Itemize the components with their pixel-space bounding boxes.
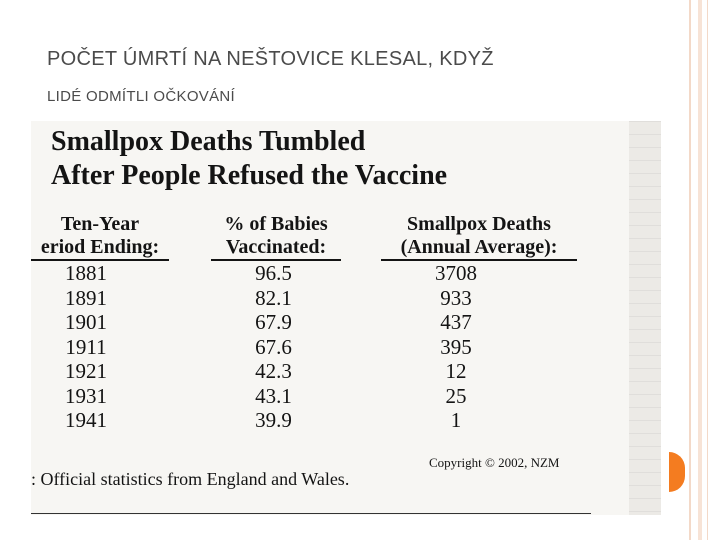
cell-vaccinated: 42.3	[255, 359, 292, 383]
table-row: 1921 42.3 12	[31, 359, 629, 384]
cell-year: 1881	[65, 261, 107, 285]
document-title: Smallpox Deaths Tumbled After People Ref…	[51, 125, 447, 193]
column-header-line: Smallpox Deaths	[407, 213, 551, 235]
cell-deaths: 1	[450, 408, 462, 432]
divider	[31, 513, 591, 514]
cell-vaccinated: 82.1	[255, 285, 292, 310]
cell-deaths: 12	[445, 359, 467, 383]
slide-title: Počet úmrtí na neštovice klesal, když li…	[47, 40, 647, 116]
column-header-line: Ten-Year	[60, 213, 140, 235]
cell-deaths: 437	[440, 310, 472, 334]
cell-deaths: 933	[440, 285, 472, 310]
scanned-document: Smallpox Deaths Tumbled After People Ref…	[31, 121, 661, 515]
document-title-line2: After People Refused the Vaccine	[51, 160, 448, 191]
table-row: 1891 82.1 933	[31, 286, 629, 311]
table-body: 1881 96.5 3708 1891 82.1 933 1901 67.9 4…	[31, 261, 629, 433]
column-header-deaths: Smallpox Deaths (Annual Average):	[381, 213, 577, 261]
table-row: 1941 39.9 1	[31, 408, 629, 433]
scan-paper: Smallpox Deaths Tumbled After People Ref…	[31, 121, 629, 515]
column-header-vaccinated: % of Babies Vaccinated:	[211, 213, 341, 261]
accent-tab	[669, 452, 685, 492]
cell-deaths: 3708	[435, 261, 477, 285]
decorative-rule	[707, 0, 708, 540]
cell-year: 1891	[65, 285, 107, 310]
table-row: 1901 67.9 437	[31, 310, 629, 335]
cell-vaccinated: 43.1	[255, 383, 292, 408]
decorative-rule	[698, 0, 702, 540]
slide-title-line1: Počet úmrtí na neštovice klesal, když	[47, 48, 494, 70]
cell-vaccinated: 67.9	[255, 310, 292, 334]
cell-deaths: 395	[440, 334, 472, 359]
table-row: 1931 43.1 25	[31, 384, 629, 409]
column-header-line: Vaccinated:	[225, 236, 327, 258]
source-note: : Official statistics from England and W…	[31, 469, 350, 489]
cell-year: 1921	[65, 359, 107, 383]
table-row: 1911 67.6 395	[31, 335, 629, 360]
cell-deaths: 25	[445, 383, 467, 408]
column-header-line: eriod Ending:	[40, 236, 160, 258]
document-title-line1: Smallpox Deaths Tumbled	[51, 126, 366, 157]
cell-vaccinated: 39.9	[255, 408, 292, 432]
cell-year: 1941	[65, 408, 107, 432]
table-row: 1881 96.5 3708	[31, 261, 629, 286]
column-header-line: (Annual Average):	[400, 236, 558, 258]
column-header-line: % of Babies	[224, 213, 328, 235]
copyright-notice: Copyright © 2002, NZM	[429, 455, 560, 470]
cell-year: 1901	[65, 310, 107, 334]
cell-vaccinated: 96.5	[255, 261, 292, 285]
cell-year: 1911	[65, 334, 107, 359]
decorative-rule	[689, 0, 691, 540]
column-header-period: Ten-Year eriod Ending:	[31, 213, 169, 261]
cell-vaccinated: 67.6	[255, 334, 292, 359]
cell-year: 1931	[65, 383, 107, 408]
slide-title-line2: lidé odmítli očkování	[47, 88, 235, 105]
